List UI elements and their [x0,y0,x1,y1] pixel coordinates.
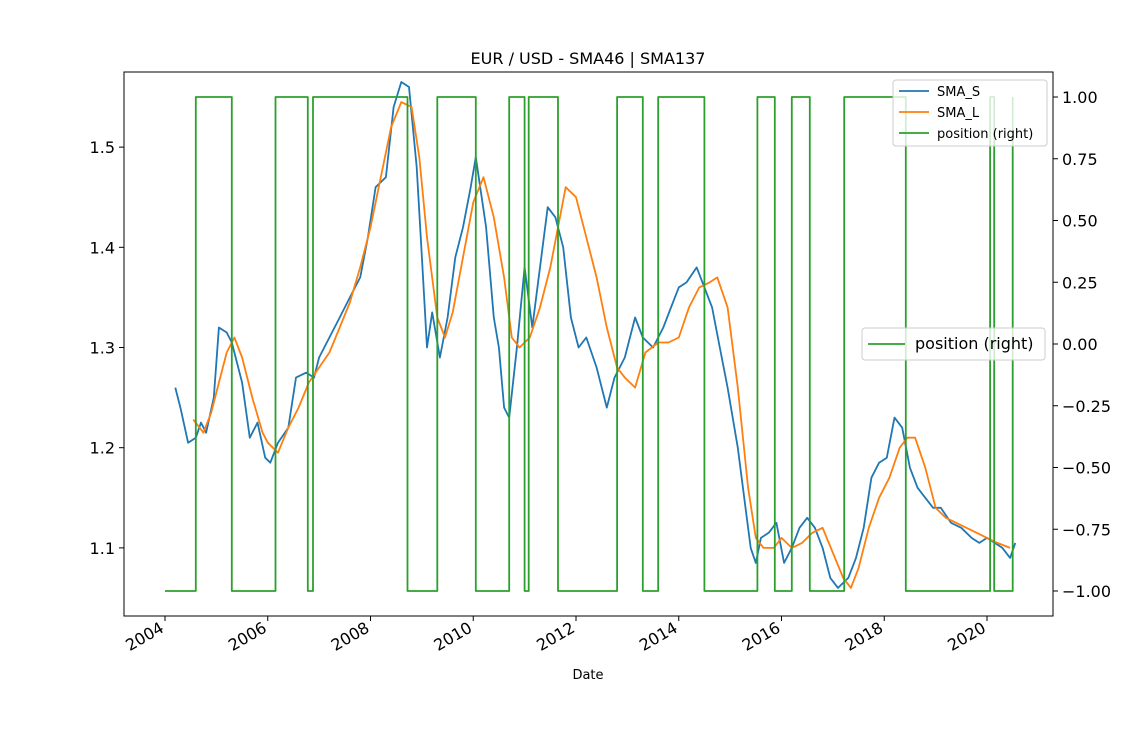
y2-tick-label: 0.00 [1062,335,1098,354]
legend-upper-right: SMA_S SMA_L position (right) [892,79,1048,147]
y-tick-label: 1.3 [90,339,115,358]
chart-title: EUR / USD - SMA46 | SMA137 [471,49,706,68]
y-tick-label: 1.5 [90,138,115,157]
y2-tick-label: −0.75 [1062,520,1111,539]
legend-entry-label: SMA_L [937,106,980,121]
legend-entry-label: position (right) [937,127,1033,142]
legend-center-right: position (right) [861,327,1046,361]
y-tick-label: 1.2 [90,439,115,458]
y2-tick-label: 0.25 [1062,273,1098,292]
y-axis-left: 1.1 1.2 1.3 1.4 1.5 [90,138,124,558]
series-line-position-right [165,96,1014,592]
y2-tick-label: 1.00 [1062,88,1098,107]
series-line-sma-s [174,81,1017,589]
y2-tick-label: 0.50 [1062,212,1098,231]
y-axis-right: 1.00 0.75 0.50 0.25 0.00 −0.25 −0.50 −0.75 −1.00 [1053,88,1111,601]
y2-tick-label: −0.50 [1062,459,1111,478]
y2-tick-label: −0.25 [1062,397,1111,416]
y2-tick-label: −1.00 [1062,582,1111,601]
y-tick-label: 1.1 [90,539,115,558]
series-line-sma-l [192,101,1011,589]
series-lines [165,81,1017,592]
y-tick-label: 1.4 [90,238,115,257]
legend-box [892,79,1048,147]
legend-box-right [861,327,1046,361]
y2-tick-label: 0.75 [1062,150,1098,169]
legend-entry-label: SMA_S [937,85,980,100]
legend-entry-position: position (right) [915,334,1034,353]
x-axis-label: Date [572,668,603,683]
